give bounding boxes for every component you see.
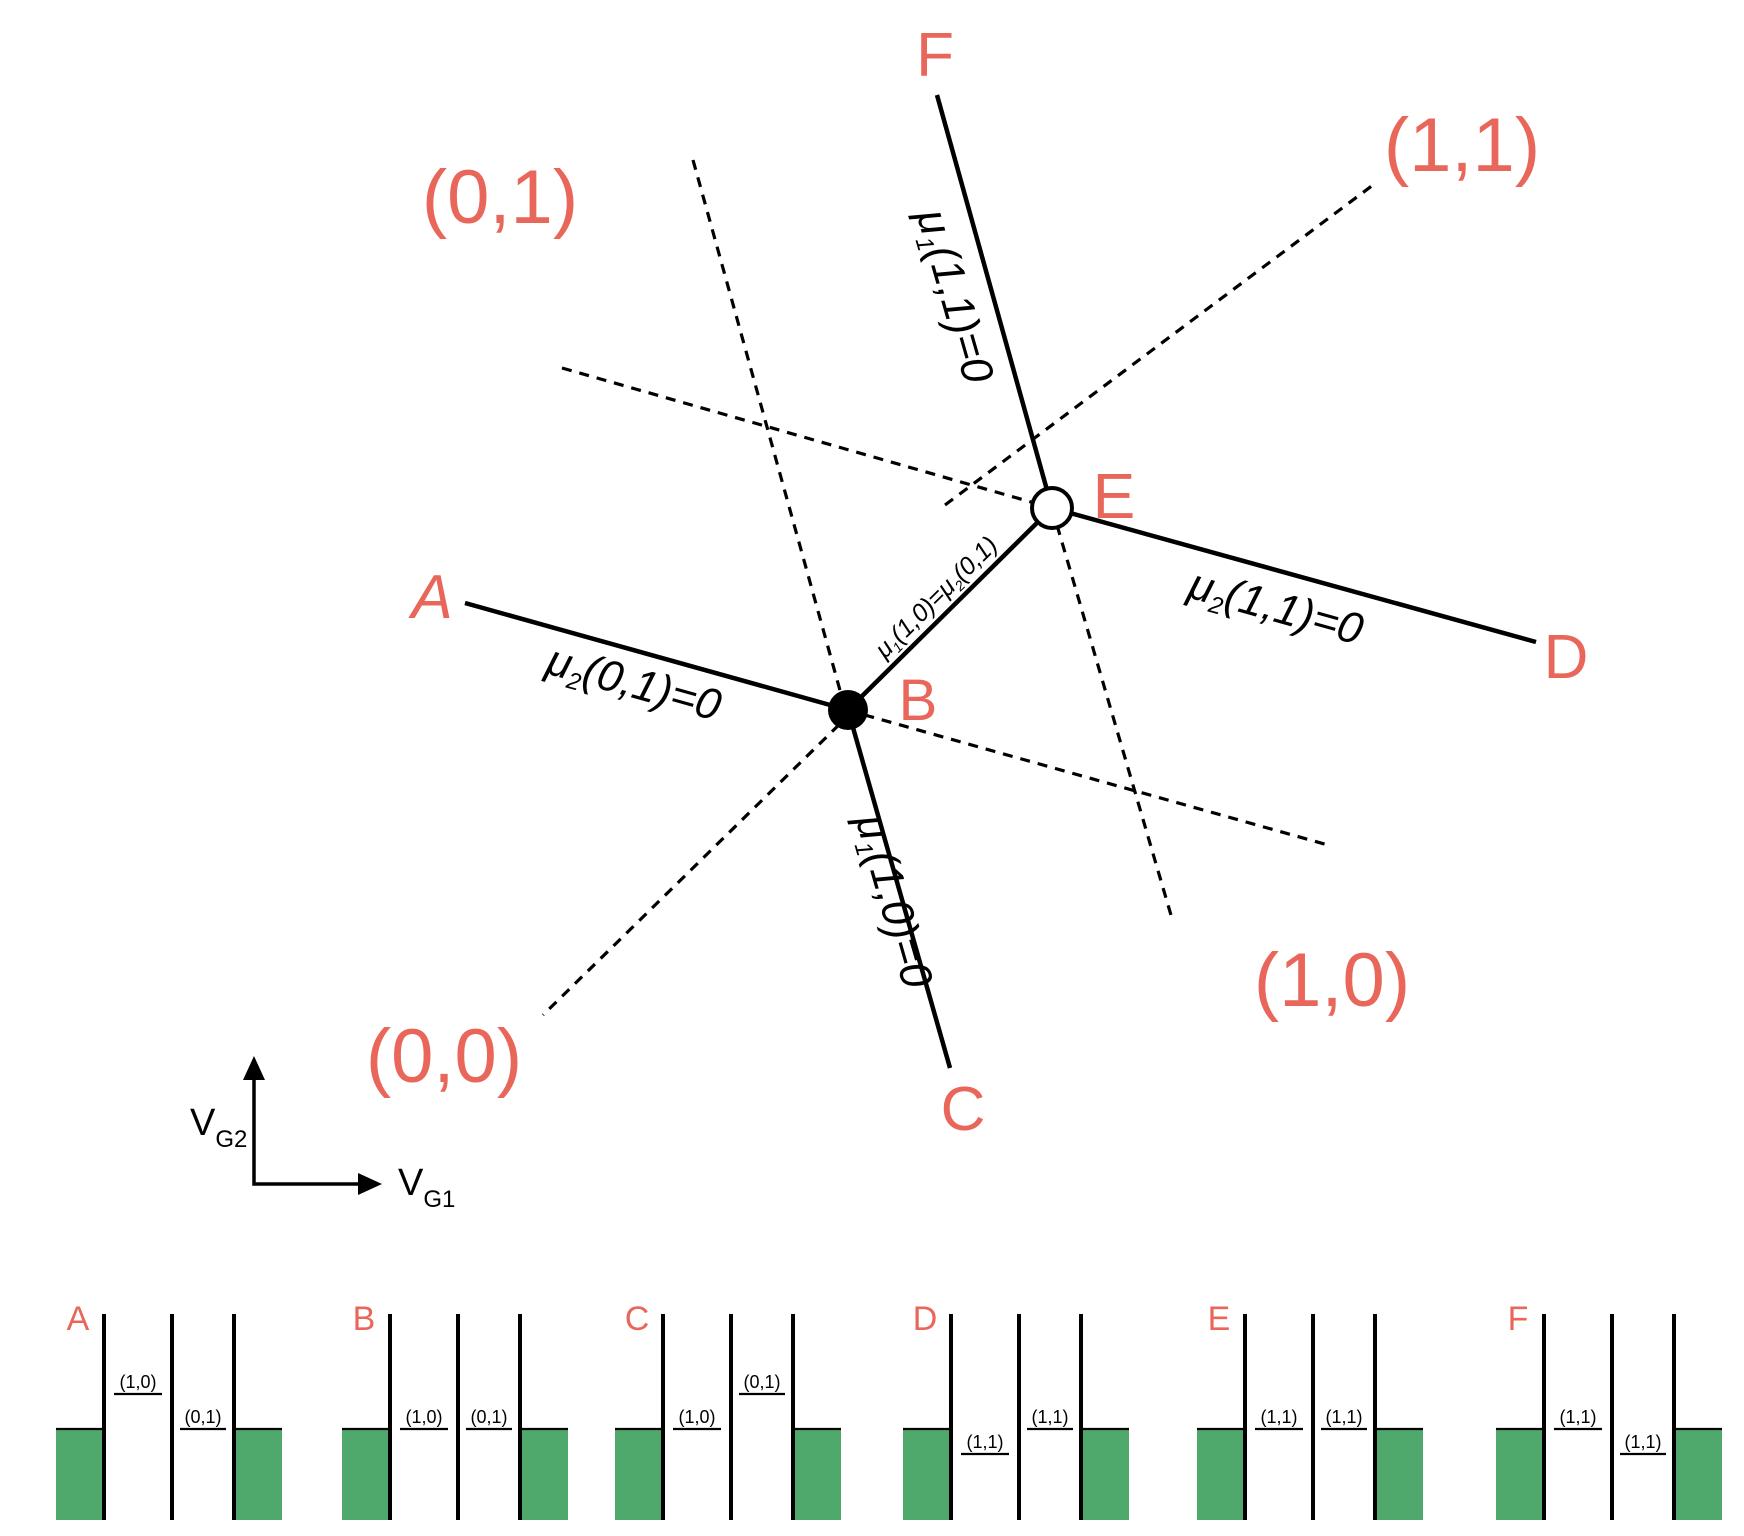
dot2-state-label: (0,1) (470, 1407, 507, 1427)
point-label-E: E (1093, 460, 1136, 532)
dashed-line-steep-right (1050, 507, 1175, 923)
line-B-E (846, 506, 1054, 712)
line-A-B (464, 600, 849, 713)
panel-A: (1,0) (0,1) A (56, 1300, 282, 1520)
point-label-A: A (407, 563, 452, 632)
x-axis-label-main: V (398, 1162, 424, 1204)
mu-subscript: 2 (563, 667, 584, 697)
panel-label: D (913, 1300, 938, 1338)
point-label-C: C (941, 1075, 986, 1144)
mu-subscript: 2 (1205, 591, 1226, 621)
mu-argument: (1,0)=0 (856, 845, 942, 994)
panel-label: E (1208, 1300, 1231, 1338)
y-axis-label-main: V (190, 1102, 216, 1144)
drain-lead (1375, 1429, 1423, 1520)
drain-lead (1674, 1429, 1722, 1520)
axes-lines (252, 1064, 368, 1186)
boundary-label-mu1-10: μ1(1,0)=0 (842, 808, 942, 995)
dot1-state-label: (1,1) (1260, 1407, 1297, 1427)
source-lead (1496, 1429, 1544, 1520)
boundary-label-mu1-11: μ1(1,1)=0 (903, 203, 1003, 390)
panel-F: (1,1) (1,1) F (1496, 1300, 1722, 1520)
dashed-line-diagonal-upper (944, 183, 1374, 507)
dashed-line-diagonal-lower (541, 710, 854, 1017)
drain-lead (793, 1429, 841, 1520)
axes-indicator: VG2 VG1 (190, 1056, 455, 1213)
region-label-0-1: (0,1) (422, 155, 578, 240)
panel-label: A (67, 1300, 90, 1338)
y-axis-arrowhead (243, 1056, 265, 1080)
line-E-F (934, 94, 1055, 509)
dashed-lines (541, 159, 1374, 1017)
dot1-state-label: (1,1) (966, 1432, 1003, 1452)
panel-label: C (625, 1300, 650, 1338)
boundary-label-mid: μ1(1,0)=μ2(0,1) (869, 531, 1005, 666)
dot2-state-label: (1,1) (1325, 1407, 1362, 1427)
line-B-C (845, 709, 953, 1069)
mu-argument: (1,1)=0 (1220, 570, 1369, 655)
drain-lead (234, 1429, 282, 1520)
solid-lines (464, 94, 1537, 1069)
dot2-state-label: (1,1) (1031, 1407, 1068, 1427)
line-E-D (1051, 505, 1537, 645)
point-label-F: F (916, 21, 954, 90)
region-label-1-1: (1,1) (1384, 103, 1540, 188)
y-axis-label-sub: G2 (215, 1126, 247, 1153)
panel-C: (1,0) (0,1) C (615, 1300, 841, 1520)
dot2-state-label: (1,1) (1624, 1432, 1661, 1452)
triple-point-open-E (1030, 486, 1074, 530)
source-lead (342, 1429, 390, 1520)
drain-lead (1081, 1429, 1129, 1520)
point-label-D: D (1544, 623, 1589, 692)
boundary-label-mu2-11: μ2(1,1)=0 (1181, 559, 1368, 658)
source-lead (56, 1429, 104, 1520)
dot1-state-label: (1,0) (119, 1372, 156, 1392)
dot1-state-label: (1,0) (405, 1407, 442, 1427)
panel-label: F (1508, 1300, 1529, 1338)
dashed-line-shallow-lower (846, 708, 1329, 847)
source-lead (1197, 1429, 1245, 1520)
y-axis-label: VG2 (190, 1102, 247, 1153)
dot1-state-label: (1,1) (1559, 1407, 1596, 1427)
energy-panels: (1,0) (0,1) A (1,0) (0,1) B (56, 1300, 1722, 1520)
point-label-B: B (899, 668, 938, 733)
source-lead (615, 1429, 663, 1520)
x-axis-label-sub: G1 (423, 1186, 455, 1213)
x-axis-arrowhead (358, 1173, 382, 1195)
dot1-state-label: (1,0) (678, 1407, 715, 1427)
x-axis-label: VG1 (398, 1162, 455, 1213)
triple-point-filled-B (828, 690, 868, 730)
dashed-line-shallow-upper (561, 366, 1053, 510)
dot2-state-label: (0,1) (743, 1372, 780, 1392)
dot2-state-label: (0,1) (184, 1407, 221, 1427)
panel-B: (1,0) (0,1) B (342, 1300, 568, 1520)
region-label-0-0: (0,0) (366, 1014, 522, 1099)
mu-argument: (1,1)=0 (917, 240, 1003, 389)
dashed-line-steep-left (691, 159, 848, 713)
drain-lead (520, 1429, 568, 1520)
mu-argument: (0,1)=0 (578, 646, 727, 731)
panel-label: B (353, 1300, 376, 1338)
source-lead (903, 1429, 951, 1520)
panel-D: (1,1) (1,1) D (903, 1300, 1129, 1520)
region-label-1-0: (1,0) (1254, 938, 1410, 1023)
panel-E: (1,1) (1,1) E (1197, 1300, 1423, 1520)
